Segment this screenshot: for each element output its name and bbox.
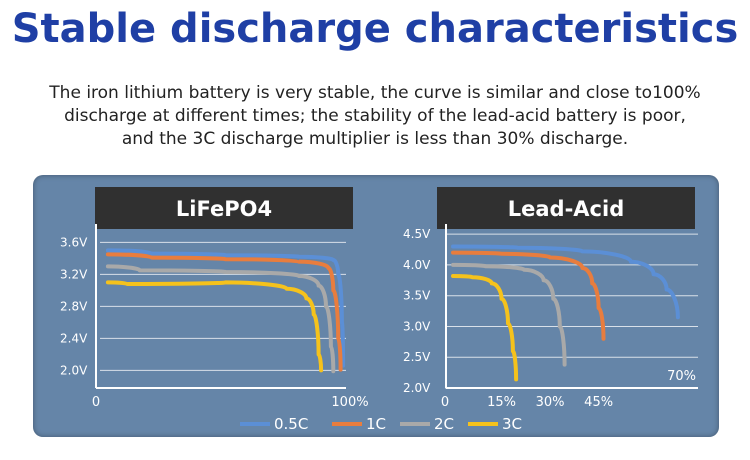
chart-0-series-3C <box>105 280 324 373</box>
chart-1-y-tick-label: 4.5V <box>403 227 431 241</box>
chart-0-series-0_5C <box>105 248 346 368</box>
description-line-3: and the 3C discharge multiplier is less … <box>121 129 629 149</box>
chart-0-y-tick-label: 3.6V <box>60 235 88 249</box>
legend-label-2C: 2C <box>434 415 454 433</box>
chart-1-series-1C <box>451 250 606 341</box>
legend-swatch-0_5C <box>240 422 270 426</box>
chart-1-y-tick-label: 4.0V <box>403 258 431 272</box>
chart-1-x-tick-label: 15% <box>487 395 516 410</box>
chart-0-y-tick-label: 2.4V <box>60 331 88 345</box>
chart-0-y-tick-label: 3.2V <box>60 267 88 281</box>
chart-0-y-tick-label: 2.8V <box>60 299 88 313</box>
chart-1-series-2C <box>451 262 567 367</box>
chart-0-x-tick-label: 100% <box>331 395 368 410</box>
chart-1-x-tick-label: 45% <box>584 395 613 410</box>
legend-swatch-2C <box>400 422 430 426</box>
chart-1-header <box>437 187 695 229</box>
description: The iron lithium battery is very stable,… <box>20 82 730 151</box>
legend-label-1C: 1C <box>366 415 386 433</box>
chart-1-y-tick-label: 3.5V <box>403 289 431 303</box>
chart-0-header <box>95 187 353 229</box>
chart-1-x-tick-label: 30% <box>536 395 565 410</box>
chart-0-series-2C <box>105 264 336 374</box>
legend-swatch-3C <box>468 422 498 426</box>
chart-0-title: LiFePO4 <box>176 197 272 221</box>
chart-0-y-tick-label: 2.0V <box>60 363 88 377</box>
chart-0-series-1C <box>105 252 343 372</box>
legend-label-3C: 3C <box>502 415 522 433</box>
page-title: Stable discharge characteristics <box>11 6 739 52</box>
chart-1-series-0_5C <box>451 244 680 320</box>
chart-0-x-tick-label: 0 <box>92 395 100 410</box>
description-line-1: The iron lithium battery is very stable,… <box>49 83 701 103</box>
chart-1-x-tick-label: 0 <box>441 395 449 410</box>
chart-1-y-tick-label: 2.5V <box>403 350 431 364</box>
description-line-2: discharge at different times; the stabil… <box>64 106 686 126</box>
legend-swatch-1C <box>332 422 362 426</box>
chart-1-title: Lead-Acid <box>508 197 624 221</box>
chart-1-y-tick-label: 2.0V <box>403 381 431 395</box>
chart-1-y-tick-label: 3.0V <box>403 319 431 333</box>
chart-1-series-3C <box>451 274 519 382</box>
chart-1-annotation: 70% <box>667 369 696 384</box>
legend-label-0_5C: 0.5C <box>274 415 308 433</box>
